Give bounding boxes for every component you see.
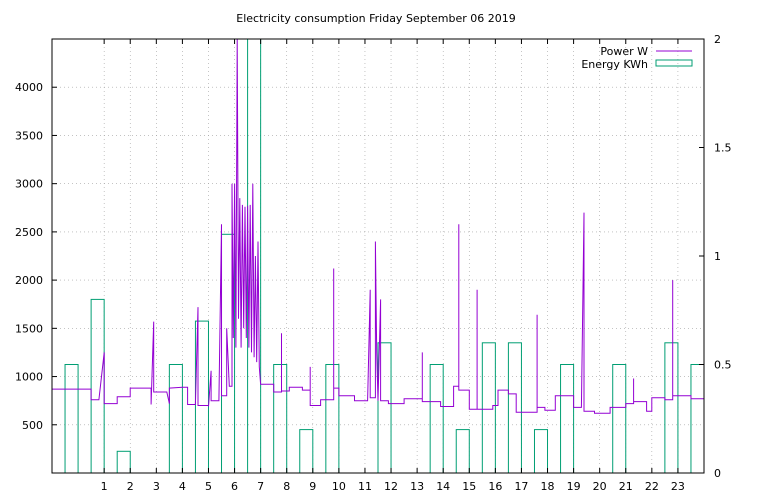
x-tick-label: 21: [619, 480, 633, 493]
x-tick-label: 10: [332, 480, 346, 493]
y-tick-label: 2500: [15, 226, 43, 239]
legend: Power W Energy KWh: [581, 45, 693, 71]
energy-bar: [168, 364, 183, 474]
x-tick-label: 20: [593, 480, 607, 493]
y-tick-label: 1500: [15, 322, 43, 335]
energy-bar: [377, 342, 392, 474]
x-tick-label: 5: [205, 480, 212, 493]
y-tick-label: 2000: [15, 274, 43, 287]
energy-bar: [299, 429, 314, 474]
x-tick-label: 14: [436, 480, 450, 493]
energy-bar: [429, 364, 444, 474]
x-tick-label: 19: [567, 480, 581, 493]
y-tick-label: 3000: [15, 178, 43, 191]
x-tick-label: 15: [462, 480, 476, 493]
energy-bar: [273, 364, 288, 474]
energy-bar: [116, 450, 131, 474]
energy-bar: [560, 364, 575, 474]
x-tick-label: 9: [309, 480, 316, 493]
energy-bar: [455, 429, 470, 474]
y-tick-label: 500: [22, 419, 43, 432]
x-tick-label: 11: [358, 480, 372, 493]
y2-tick-label: 0: [714, 467, 721, 480]
energy-bar: [690, 364, 705, 474]
energy-bar: [612, 364, 627, 474]
power-line: [52, 38, 704, 414]
y-tick-label: 3500: [15, 129, 43, 142]
x-tick-label: 2: [127, 480, 134, 493]
power-series: [52, 38, 704, 414]
energy-bar: [90, 298, 105, 474]
y-tick-label: 4000: [15, 81, 43, 94]
y-axis-ticks: 500 1000 1500 2000 2500 3000 3500 4000: [15, 81, 57, 432]
energy-bar: [481, 342, 496, 474]
x-tick-label: 12: [384, 480, 398, 493]
x-tick-label: 23: [671, 480, 685, 493]
y2-tick-label: 0.5: [714, 359, 732, 372]
x-tick-label: 1: [101, 480, 108, 493]
legend-label-power: Power W: [600, 45, 648, 58]
x-tick-label: 4: [179, 480, 186, 493]
energy-bar: [325, 364, 340, 474]
grid-lines: [52, 39, 704, 473]
x-tick-label: 18: [541, 480, 555, 493]
legend-swatch-energy: [655, 59, 693, 67]
energy-bar: [533, 429, 549, 474]
x-tick-label: 17: [514, 480, 528, 493]
y2-tick-label: 1: [714, 250, 721, 263]
y-tick-label: 1000: [15, 371, 43, 384]
x-tick-label: 8: [283, 480, 290, 493]
energy-bar: [507, 342, 522, 474]
x-tick-label: 6: [231, 480, 238, 493]
energy-bar: [64, 364, 79, 474]
y2-axis-ticks: 0 0.5 1 1.5 2: [699, 33, 732, 480]
legend-label-energy: Energy KWh: [581, 58, 648, 71]
x-tick-label: 7: [257, 480, 264, 493]
energy-series: [64, 38, 705, 474]
y2-tick-label: 2: [714, 33, 721, 46]
x-tick-label: 3: [153, 480, 160, 493]
x-tick-label: 16: [488, 480, 502, 493]
x-tick-label: 13: [410, 480, 424, 493]
chart-title: Electricity consumption Friday September…: [236, 12, 515, 25]
x-tick-label: 22: [645, 480, 659, 493]
y2-tick-label: 1.5: [714, 142, 732, 155]
energy-bar: [664, 342, 679, 474]
x-axis-ticks: 1 2 3 4 5 6 7 8 9 10 11 12 13 14 15 16 17 18 19 20 21 22 23: [101, 39, 685, 493]
